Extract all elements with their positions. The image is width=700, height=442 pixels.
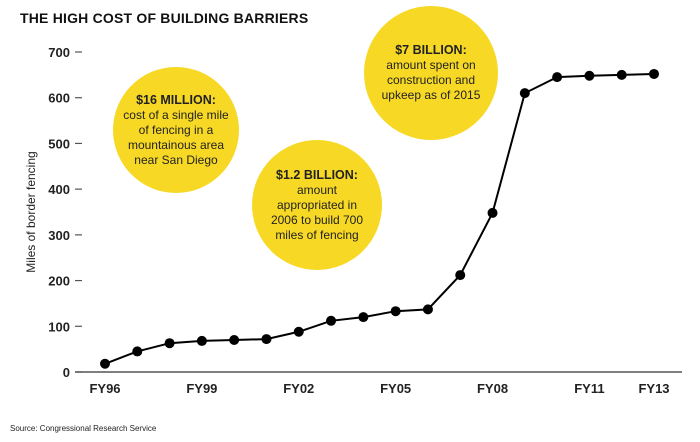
annotation-bubble-16-million: $16 MILLION: cost of a single mile of fe… (113, 67, 239, 193)
data-point-fy97 (132, 346, 143, 357)
chart-title: THE HIGH COST OF BUILDING BARRIERS (20, 10, 309, 26)
series-line (104, 72, 655, 365)
data-point-fy11 (584, 70, 595, 81)
annotation-bubble-1-2-billion: $1.2 BILLION: amount appropriated in 200… (252, 140, 382, 270)
data-point-fy07 (455, 270, 466, 281)
y-tick-label: 200 (48, 274, 70, 289)
x-tick-label: FY02 (283, 381, 314, 396)
x-tick-label: FY08 (477, 381, 508, 396)
annotation-headline: $16 MILLION: (136, 92, 216, 107)
y-tick-label: 0 (63, 365, 70, 380)
x-tick-label: FY11 (574, 381, 604, 396)
data-point-fy99 (196, 335, 207, 346)
data-point-fy04 (358, 312, 369, 323)
source-note: Source: Congressional Research Service (10, 424, 157, 433)
y-axis-label: Miles of border fencing (24, 151, 38, 272)
y-tick-label: 500 (48, 136, 70, 151)
annotation-text: cost of a single mile of fencing in a mo… (123, 107, 229, 167)
data-point-fy12 (616, 69, 627, 80)
data-point-fy02 (293, 326, 304, 337)
annotation-text: amount appropriated in 2006 to build 700… (270, 182, 364, 242)
y-tick-label: 600 (48, 91, 70, 106)
x-tick-label: FY05 (380, 381, 411, 396)
data-point-fy06 (422, 304, 433, 315)
data-point-fy96 (100, 358, 110, 369)
data-point-fy00 (229, 335, 240, 345)
annotation-headline: $1.2 BILLION: (276, 167, 358, 182)
y-tick-label: 100 (48, 319, 70, 334)
y-tick-label: 400 (48, 182, 70, 197)
data-point-fy01 (261, 334, 272, 345)
y-tick-label: 700 (48, 45, 70, 60)
annotation-text: amount spent on construction and upkeep … (381, 58, 481, 102)
data-point-fy98 (164, 338, 175, 349)
data-point-fy09 (519, 88, 530, 99)
data-point-fy13 (649, 68, 659, 79)
x-tick-label: FY96 (89, 381, 120, 396)
x-tick-label: FY13 (638, 381, 669, 396)
y-tick-label: 300 (48, 228, 70, 243)
data-point-fy10 (552, 72, 563, 83)
x-tick-label: FY99 (186, 381, 217, 396)
annotation-headline: $7 BILLION: (395, 43, 467, 57)
annotation-bubble-7-billion: $7 BILLION: amount spent on construction… (364, 6, 498, 140)
data-point-fy08 (487, 207, 498, 218)
data-point-fy05 (390, 306, 401, 317)
data-point-fy03 (326, 315, 337, 326)
